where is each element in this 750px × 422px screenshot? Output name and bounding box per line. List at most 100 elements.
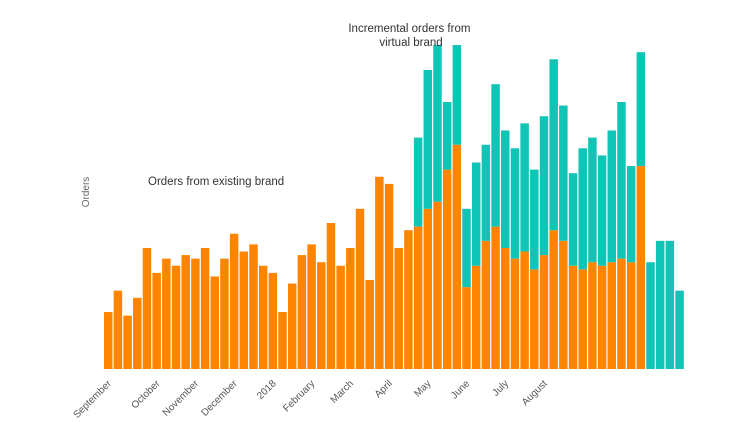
x-tick-label: August: [520, 378, 550, 408]
bar-existing-brand: [626, 262, 636, 369]
bar-virtual-brand: [433, 45, 442, 202]
bar-virtual-brand: [675, 290, 684, 369]
bar-existing-brand: [162, 258, 171, 369]
bar-existing-brand: [346, 247, 355, 369]
bar-virtual-brand: [588, 137, 597, 263]
bar-existing-brand: [220, 258, 229, 369]
bar-existing-brand: [229, 233, 239, 369]
bar-existing-brand: [520, 251, 529, 369]
bar-existing-brand: [278, 312, 287, 369]
bar-existing-brand: [617, 258, 626, 369]
bar-existing-brand: [200, 247, 210, 369]
x-tick-label: March: [329, 378, 356, 405]
bar-existing-brand: [413, 226, 423, 369]
bar-existing-brand: [423, 208, 433, 369]
bar-existing-brand: [481, 240, 491, 369]
bar-existing-brand: [578, 269, 587, 369]
bar-virtual-brand: [462, 208, 471, 288]
bar-virtual-brand: [423, 69, 433, 209]
bar-existing-brand: [239, 251, 249, 369]
bar-existing-brand: [530, 269, 539, 369]
y-axis-label: Orders: [81, 177, 92, 208]
bar-existing-brand: [258, 265, 268, 369]
bar-existing-brand: [384, 183, 394, 369]
bar-virtual-brand: [481, 144, 491, 241]
bar-existing-brand: [597, 265, 607, 369]
bar-existing-brand: [588, 262, 597, 369]
bar-virtual-brand: [539, 116, 549, 256]
bar-existing-brand: [375, 176, 384, 369]
bar-existing-brand: [152, 272, 161, 369]
bar-virtual-brand: [413, 137, 423, 227]
bar-existing-brand: [210, 276, 219, 369]
x-tick-label: October: [129, 378, 162, 411]
bar-existing-brand: [394, 247, 403, 369]
bar-existing-brand: [471, 265, 481, 369]
bar-existing-brand: [549, 230, 558, 369]
bar-existing-brand: [442, 169, 452, 369]
bar-virtual-brand: [530, 169, 539, 270]
bar-virtual-brand: [617, 102, 626, 259]
x-tick-label: November: [161, 378, 202, 419]
x-tick-label: December: [199, 378, 240, 419]
x-tick-label: May: [412, 378, 433, 399]
bar-virtual-brand: [520, 123, 529, 252]
bar-existing-brand: [510, 258, 520, 369]
bar-virtual-brand: [471, 162, 481, 266]
bar-virtual-brand: [510, 148, 520, 259]
x-tick-label: April: [373, 378, 395, 400]
bar-existing-brand: [491, 226, 500, 369]
bar-existing-brand: [317, 262, 326, 369]
bar-virtual-brand: [646, 262, 655, 369]
bar-virtual-brand: [636, 52, 646, 167]
bar-existing-brand: [307, 244, 316, 369]
bar-existing-brand: [249, 244, 258, 369]
bar-existing-brand: [113, 290, 123, 369]
bar-virtual-brand: [501, 130, 510, 248]
bar-existing-brand: [365, 280, 374, 369]
bar-virtual-brand: [626, 166, 636, 263]
bar-virtual-brand: [578, 148, 587, 270]
bar-existing-brand: [104, 312, 113, 369]
bar-existing-brand: [297, 255, 307, 369]
bar-virtual-brand: [597, 155, 607, 266]
bar-existing-brand: [142, 247, 152, 369]
bar-existing-brand: [636, 166, 646, 369]
bar-virtual-brand: [491, 84, 500, 227]
annotation-existing-brand: Orders from existing brand: [148, 176, 284, 188]
bar-existing-brand: [501, 247, 510, 369]
bar-existing-brand: [133, 297, 142, 369]
bar-virtual-brand: [607, 130, 617, 263]
bar-existing-brand: [539, 255, 549, 369]
bar-existing-brand: [326, 223, 336, 369]
bar-virtual-brand: [549, 59, 558, 231]
x-tick-label: February: [281, 378, 317, 414]
bar-existing-brand: [355, 208, 365, 369]
bar-group: [104, 45, 684, 369]
bar-existing-brand: [559, 240, 568, 369]
x-tick-label: July: [491, 378, 511, 398]
bar-existing-brand: [568, 265, 578, 369]
bar-existing-brand: [462, 287, 471, 369]
bar-existing-brand: [191, 258, 200, 369]
annotation-virtual-brand: Incremental orders from virtual brand: [348, 23, 473, 49]
bar-existing-brand: [181, 255, 190, 369]
bar-existing-brand: [607, 262, 617, 369]
bar-virtual-brand: [559, 105, 568, 241]
bar-existing-brand: [171, 265, 181, 369]
bar-virtual-brand: [665, 240, 675, 369]
x-tick-label: 2018: [255, 378, 279, 402]
bar-existing-brand: [433, 201, 442, 369]
bar-existing-brand: [287, 283, 297, 369]
bar-virtual-brand: [442, 102, 452, 170]
x-tick-label: September: [72, 378, 115, 421]
bar-existing-brand: [123, 315, 132, 369]
bar-existing-brand: [268, 272, 278, 369]
bar-existing-brand: [404, 230, 413, 369]
bar-virtual-brand: [568, 173, 578, 266]
bar-existing-brand: [336, 265, 345, 369]
bar-virtual-brand: [452, 45, 462, 145]
bar-existing-brand: [452, 144, 462, 369]
